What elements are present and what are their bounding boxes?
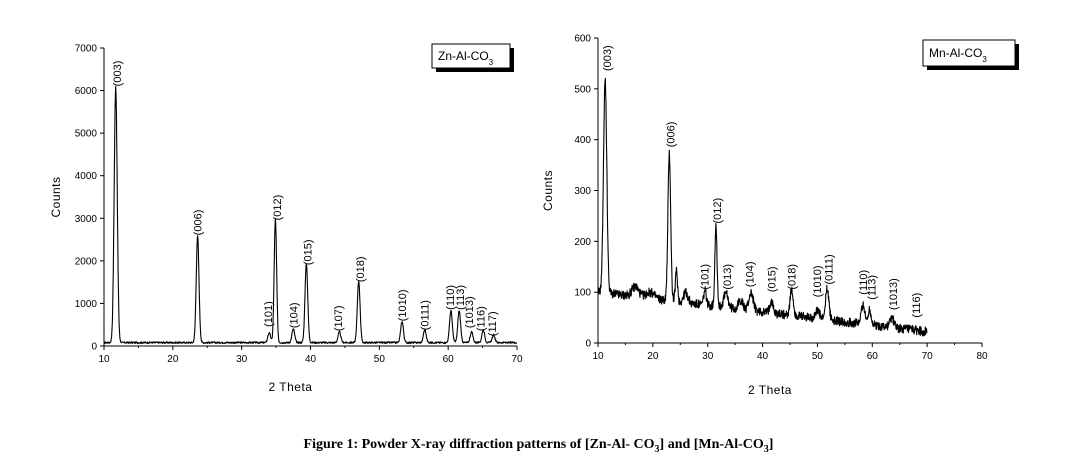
legend-box (922, 39, 1016, 67)
peak-label: (110) (445, 285, 457, 310)
peak-label: (117) (487, 311, 499, 336)
peak-label: (1013) (464, 296, 476, 328)
peak-label: (015) (303, 239, 315, 265)
peak-label: (0111) (823, 254, 835, 284)
peak-label: (1010) (812, 265, 824, 297)
peak-label: (018) (355, 256, 367, 282)
peak-label: (101) (699, 264, 711, 290)
diffraction-pattern-line (597, 77, 928, 337)
y-tick-label: 1000 (75, 299, 98, 310)
peak-label: (018) (787, 264, 799, 290)
y-tick-label: 400 (574, 135, 591, 146)
legend-box (431, 43, 511, 69)
peak-label: (003) (112, 61, 124, 87)
peak-label: (015) (766, 266, 778, 292)
peak-label: (116) (911, 293, 923, 318)
x-tick-label: 70 (511, 354, 523, 365)
peak-label: (1013) (888, 278, 900, 310)
legend-label: Zn-Al-CO3 (438, 49, 494, 67)
y-tick-label: 5000 (75, 129, 98, 140)
y-tick-label: 500 (574, 84, 591, 95)
x-tick-label: 30 (236, 354, 248, 365)
peak-label: (107) (333, 305, 345, 331)
x-tick-label: 60 (867, 351, 879, 362)
x-tick-label: 20 (167, 354, 179, 365)
peak-label: (1010) (397, 290, 409, 322)
y-tick-label: 0 (585, 339, 591, 350)
x-tick-label: 40 (305, 354, 317, 365)
y-tick-label: 600 (574, 34, 591, 45)
peak-label: (013) (722, 264, 734, 290)
peak-label: (104) (288, 302, 300, 328)
y-tick-label: 0 (91, 342, 97, 353)
x-tick-label: 30 (702, 351, 714, 362)
peak-label: (101) (263, 301, 275, 327)
x-tick-label: 40 (757, 351, 769, 362)
y-axis-label: Counts (541, 170, 555, 211)
x-tick-label: 60 (443, 354, 455, 365)
y-tick-label: 2000 (75, 256, 98, 267)
legend-label: Mn-Al-CO3 (929, 46, 987, 64)
x-tick-label: 50 (812, 351, 824, 362)
x-axis-label: 2 Theta (748, 383, 792, 397)
peak-label: (113) (867, 275, 879, 300)
peak-label: (116) (476, 306, 488, 331)
peak-label: (0111) (420, 300, 432, 330)
chart-1: 10 20 30 40 50 60 70 0 1000 2000 3000 4000 5000 6000 7… (49, 43, 523, 394)
chart-2: 10 20 30 40 50 60 70 80 0 100 200 300 400 500 600 2 The… (541, 34, 1019, 397)
peak-label: (113) (455, 285, 467, 310)
x-tick-label: 80 (976, 351, 988, 362)
figure-caption: Figure 1: Powder X-ray diffraction patte… (303, 437, 774, 455)
peak-label: (012) (272, 195, 284, 221)
peak-label: (006) (193, 210, 205, 236)
x-axis-label: 2 Theta (269, 380, 313, 394)
peak-label: (012) (712, 198, 724, 224)
y-axis-label: Counts (49, 176, 63, 217)
x-tick-label: 10 (592, 351, 604, 362)
y-tick-label: 4000 (75, 171, 98, 182)
y-tick-label: 300 (574, 186, 591, 197)
y-tick-label: 100 (574, 288, 591, 299)
y-tick-label: 200 (574, 237, 591, 248)
diffraction-pattern-line (103, 85, 518, 344)
y-tick-label: 6000 (75, 86, 98, 97)
x-tick-label: 50 (374, 354, 386, 365)
x-tick-label: 70 (922, 351, 934, 362)
peak-label: (003) (602, 45, 614, 71)
peak-label: (006) (665, 122, 677, 148)
peak-label: (110) (858, 270, 870, 295)
peak-label: (104) (744, 261, 756, 287)
x-tick-label: 10 (98, 354, 110, 365)
x-tick-label: 20 (647, 351, 659, 362)
y-tick-label: 7000 (75, 44, 98, 55)
y-tick-label: 3000 (75, 214, 98, 225)
